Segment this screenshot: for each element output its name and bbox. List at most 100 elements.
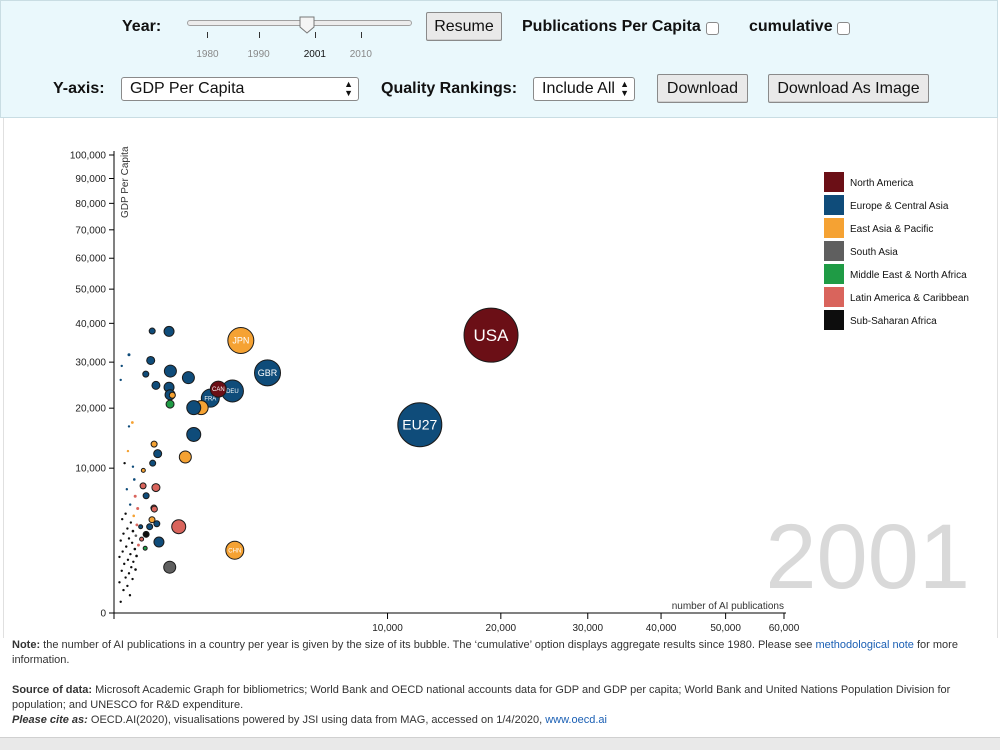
bubbles-layer: USA EU27 JPN GBR DEU FRA CHN CAN bbox=[118, 307, 519, 603]
source-text: Microsoft Academic Graph for bibliometri… bbox=[12, 684, 951, 711]
cumulative-checkbox[interactable] bbox=[837, 22, 850, 35]
oecd-link[interactable]: www.oecd.ai bbox=[545, 714, 607, 726]
bubble-country bbox=[150, 505, 158, 513]
quality-label: Quality Rankings: bbox=[381, 80, 518, 97]
bubble-country bbox=[140, 467, 146, 473]
bubble-country bbox=[131, 529, 135, 533]
bubble-label: JPN bbox=[232, 336, 249, 346]
resume-button[interactable]: Resume bbox=[426, 12, 502, 41]
methodological-note-link[interactable]: methodological note bbox=[815, 639, 914, 651]
y-tick-label: 90,000 bbox=[75, 174, 106, 185]
bubble-country bbox=[119, 378, 122, 382]
bubble-label: CAN bbox=[212, 387, 225, 393]
bubble-country bbox=[181, 371, 195, 385]
per-capita-checkbox[interactable] bbox=[706, 22, 719, 35]
x-tick-label: 10,000 bbox=[372, 623, 403, 634]
bubble-country bbox=[151, 483, 161, 493]
bubble-label: EU27 bbox=[402, 417, 437, 433]
legend-label: Sub-Saharan Africa bbox=[850, 316, 937, 327]
quality-select[interactable]: Include All ▲ ▼ bbox=[533, 77, 635, 101]
bottom-scroll-bar[interactable] bbox=[0, 737, 1000, 750]
bubble-country bbox=[127, 425, 131, 428]
bubble-country bbox=[130, 541, 134, 544]
y-tick-label: 80,000 bbox=[75, 199, 106, 210]
bubble-country bbox=[128, 503, 132, 506]
bubble-country bbox=[128, 594, 132, 597]
legend-swatch bbox=[824, 310, 844, 330]
bubble-country bbox=[153, 449, 163, 459]
bubble-country bbox=[119, 539, 122, 542]
bubble-country bbox=[120, 364, 123, 368]
legend-swatch bbox=[824, 241, 844, 261]
bubble-country bbox=[186, 400, 202, 416]
bubble-country bbox=[125, 545, 128, 548]
note-label: Note: bbox=[12, 639, 41, 651]
bubble-country bbox=[134, 568, 137, 571]
note-paragraph: Note: the number of AI publications in a… bbox=[12, 638, 987, 668]
footer-notes: Note: the number of AI publications in a… bbox=[12, 638, 987, 728]
slider-tick bbox=[314, 32, 316, 38]
bubble-country bbox=[124, 576, 127, 579]
select-arrows-icon: ▲ ▼ bbox=[344, 79, 353, 98]
source-label: Source of data: bbox=[12, 684, 93, 696]
bubble-country bbox=[118, 581, 121, 584]
x-tick-label: 40,000 bbox=[646, 623, 677, 634]
cite-label: Please cite as: bbox=[12, 714, 88, 726]
bubble-gbr bbox=[254, 359, 282, 387]
slider-tick-label: 2010 bbox=[349, 49, 372, 60]
bubble-country bbox=[126, 527, 129, 530]
controls-panel: Year: 1980 1990 2001 2010 Resume Publicatio… bbox=[0, 0, 998, 118]
bubble-country bbox=[135, 554, 138, 558]
bubble-country bbox=[142, 530, 150, 538]
bubble-eu27 bbox=[397, 402, 443, 448]
bubble-country bbox=[122, 532, 125, 535]
legend-swatch bbox=[824, 287, 844, 307]
bubble-country bbox=[178, 450, 192, 464]
legend-swatch bbox=[824, 218, 844, 238]
legend-label: South Asia bbox=[850, 247, 898, 258]
legend-label: Middle East & North Africa bbox=[850, 270, 967, 281]
bubble-usa bbox=[463, 307, 519, 363]
bubble-country bbox=[119, 600, 122, 603]
bubble-chart: 2001 0 10,000 20,000 30,000 40,000 50,000 60,0… bbox=[70, 146, 970, 635]
x-tick-label: 30,000 bbox=[572, 623, 603, 634]
legend-swatch bbox=[824, 264, 844, 284]
year-slider-thumb[interactable] bbox=[299, 16, 315, 34]
bubble-country bbox=[139, 482, 147, 490]
y-tick-label: 20,000 bbox=[75, 404, 106, 415]
download-image-button[interactable]: Download As Image bbox=[768, 74, 929, 103]
bubble-country bbox=[142, 370, 150, 378]
bubble-country bbox=[121, 550, 124, 553]
bubble-country bbox=[150, 440, 158, 448]
bubble-country bbox=[132, 478, 136, 481]
yaxis-select-value: GDP Per Capita bbox=[130, 80, 245, 97]
slider-tick bbox=[360, 32, 362, 38]
bubble-label: CHN bbox=[228, 548, 241, 554]
download-button[interactable]: Download bbox=[657, 74, 748, 103]
bubble-country bbox=[146, 355, 156, 365]
bubble-country bbox=[142, 545, 148, 551]
legend: North America Europe & Central Asia East A… bbox=[824, 172, 969, 330]
bubble-chn bbox=[225, 540, 245, 560]
cite-text: OECD.AI(2020), visualisations powered by… bbox=[87, 714, 546, 726]
bubble-jpn bbox=[227, 326, 255, 354]
bubble-country bbox=[153, 536, 165, 548]
bubble-country bbox=[123, 562, 126, 566]
legend-label: Europe & Central Asia bbox=[850, 201, 949, 212]
bubble-country bbox=[137, 543, 140, 547]
yaxis-select[interactable]: GDP Per Capita ▲ ▼ bbox=[121, 77, 359, 101]
bubble-country bbox=[133, 547, 137, 551]
chart-axes: 0 10,000 20,000 30,000 40,000 50,000 60,000 70,… bbox=[70, 151, 800, 635]
bubble-country bbox=[124, 512, 127, 515]
legend-label: Latin America & Caribbean bbox=[850, 293, 969, 304]
bubble-country bbox=[146, 523, 154, 531]
source-paragraph: Source of data: Microsoft Academic Graph… bbox=[12, 683, 987, 713]
bubble-country bbox=[163, 325, 175, 337]
bubble-country bbox=[129, 521, 133, 524]
yaxis-label: Y-axis: bbox=[53, 80, 105, 97]
bubble-country bbox=[186, 426, 202, 442]
x-axis-title: number of AI publications bbox=[672, 601, 784, 612]
x-tick-label: 20,000 bbox=[486, 623, 517, 634]
bubble-country bbox=[118, 555, 121, 559]
cite-paragraph: Please cite as: OECD.AI(2020), visualisa… bbox=[12, 713, 987, 728]
